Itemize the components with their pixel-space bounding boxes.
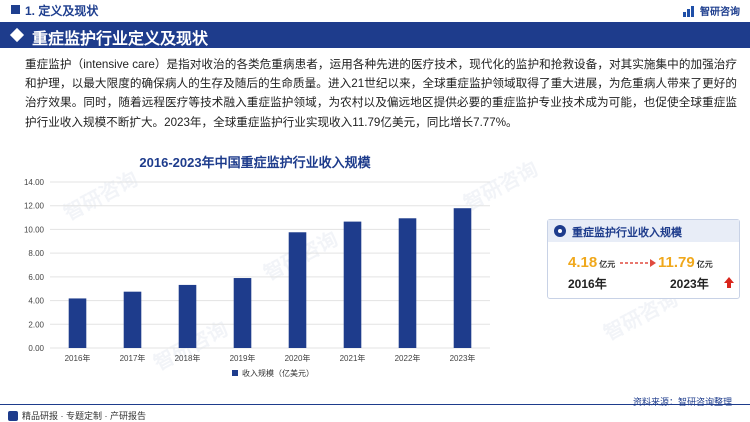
y-tick-label: 10.00 xyxy=(24,225,45,234)
y-tick-label: 14.00 xyxy=(24,178,45,187)
bar xyxy=(343,221,362,348)
brand-logo: 智研咨询 xyxy=(683,3,740,18)
up-arrow-icon xyxy=(724,277,734,288)
section-title: 1. 定义及现状 xyxy=(25,4,99,18)
legend-label: 收入规模（亿美元） xyxy=(242,368,314,378)
summary-card: 重症监护行业收入规模 4.18 亿元 11.79 亿元 2016年 2023年 xyxy=(547,219,740,299)
bar xyxy=(288,232,307,348)
legend-swatch xyxy=(232,370,238,376)
y-tick-label: 12.00 xyxy=(24,202,45,211)
bar-logo-icon xyxy=(683,5,697,17)
x-tick-label: 2018年 xyxy=(175,353,201,363)
x-tick-label: 2019年 xyxy=(230,353,256,363)
right-arrow-icon xyxy=(620,259,656,267)
start-value-number: 4.18 xyxy=(568,254,598,271)
start-year: 2016年 xyxy=(568,277,607,291)
y-tick-label: 0.00 xyxy=(28,344,44,353)
bar xyxy=(398,218,417,348)
start-value: 4.18 亿元 xyxy=(568,254,615,271)
bar xyxy=(123,291,142,348)
bar xyxy=(178,284,197,348)
bar-chart: 0.00 2.00 4.00 6.00 8.00 10.00 12.00 14.00 2016年… xyxy=(24,178,490,378)
top-header: 1. 定义及现状 智研咨询 xyxy=(0,0,750,22)
y-tick-label: 4.00 xyxy=(28,297,44,306)
start-value-unit: 亿元 xyxy=(599,260,616,269)
x-tick-label: 2020年 xyxy=(285,353,311,363)
x-tick-label: 2023年 xyxy=(450,353,476,363)
diamond-icon xyxy=(9,27,25,43)
end-value-number: 11.79 xyxy=(658,254,695,271)
y-tick-label: 2.00 xyxy=(28,320,44,329)
end-value: 11.79 亿元 xyxy=(658,254,713,271)
end-value-unit: 亿元 xyxy=(696,260,713,269)
x-tick-label: 2016年 xyxy=(65,353,91,363)
card-title: 重症监护行业收入规模 xyxy=(572,227,682,239)
banner-title: 重症监护行业定义及现状 xyxy=(32,31,209,48)
source-note: 资料来源：智研咨询整理 xyxy=(632,397,732,407)
x-tick-label: 2017年 xyxy=(120,353,146,363)
chart-title: 2016-2023年中国重症监护行业收入规模 xyxy=(139,155,371,170)
footer-tagline: 精品研报 · 专题定制 · 产研报告 xyxy=(8,409,146,422)
end-year: 2023年 xyxy=(670,277,709,291)
intro-paragraph: 重症监护（intensive care）是指对收治的各类危重病患者，运用各种先进… xyxy=(25,58,737,129)
bar xyxy=(233,278,252,348)
section-banner: 重症监护行业定义及现状 xyxy=(0,22,750,48)
footer-divider xyxy=(0,404,750,405)
brand-name: 智研咨询 xyxy=(700,7,740,18)
card-header: 重症监护行业收入规模 xyxy=(548,220,739,242)
x-tick-label: 2021年 xyxy=(340,353,366,363)
bar xyxy=(453,208,472,348)
section-marker-icon xyxy=(11,5,20,14)
y-tick-label: 8.00 xyxy=(28,249,44,258)
y-tick-label: 6.00 xyxy=(28,273,44,282)
target-icon xyxy=(554,225,566,237)
footer-tagline-text: 精品研报 · 专题定制 · 产研报告 xyxy=(22,411,146,421)
document-icon xyxy=(8,410,18,421)
x-tick-label: 2022年 xyxy=(395,353,421,363)
bar xyxy=(68,298,87,348)
